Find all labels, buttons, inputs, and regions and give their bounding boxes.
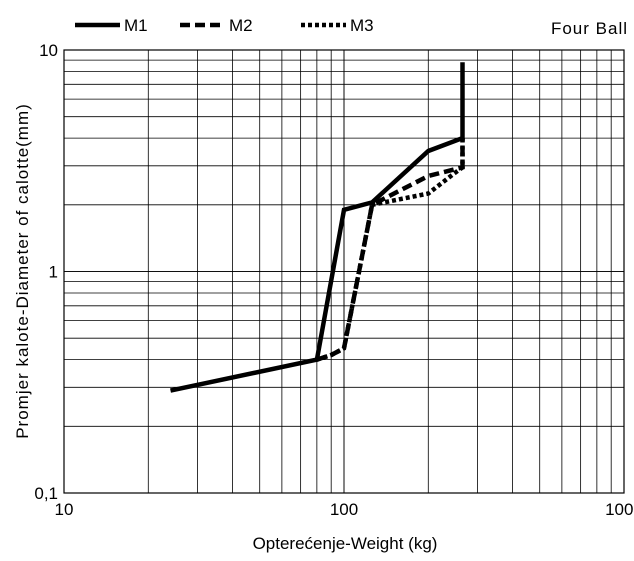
series-line-m2 [316,138,465,362]
y-tick-label: 0,1 [34,484,58,503]
y-tick-label: 10 [39,41,58,60]
x-axis-label: Opterećenje-Weight (kg) [253,534,438,553]
legend-label-m3: M3 [350,16,374,35]
legend-label-m2: M2 [229,16,253,35]
y-tick-label: 1 [49,263,58,282]
series-layer [170,62,465,393]
chart-title: Four Ball [551,19,628,38]
legend-label-m1: M1 [124,16,148,35]
x-tick-label: 10 [55,500,74,519]
series-line-m1 [170,62,465,393]
plot-frame [63,49,625,494]
legend: M1 M2 M3 [75,16,374,35]
x-tick-label: 100 [330,500,358,519]
y-axis-label: Promjer kalote-Diameter of calotte(mm) [13,103,32,439]
grid-layer [63,49,625,494]
